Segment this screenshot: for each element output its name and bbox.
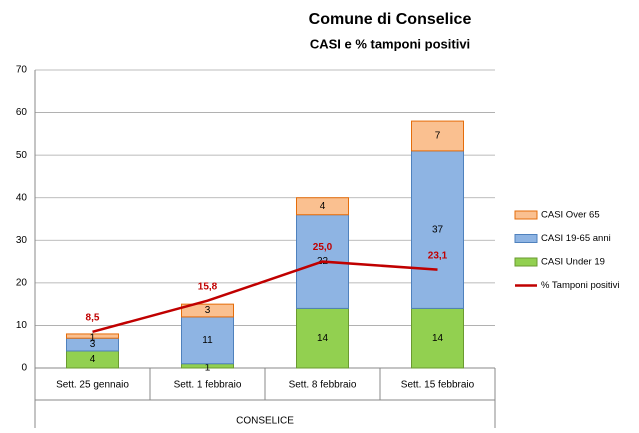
data-label: 3 — [90, 339, 96, 350]
legend-label: CASI 19-65 anni — [541, 233, 611, 244]
data-label: 1 — [90, 333, 96, 344]
data-label: 37 — [432, 224, 444, 235]
chart-title: Comune di Conselice — [309, 11, 472, 28]
line-label: 15,8 — [198, 281, 218, 292]
line-label: 25,0 — [313, 242, 333, 253]
y-tick-label: 0 — [21, 363, 27, 374]
data-label: 1 — [205, 363, 211, 374]
data-label: 14 — [317, 333, 329, 344]
data-label: 4 — [90, 354, 96, 365]
legend-label: CASI Over 65 — [541, 210, 600, 221]
data-label: 14 — [432, 333, 444, 344]
y-tick-label: 40 — [16, 192, 28, 203]
legend-label: % Tamponi positivi — [541, 280, 620, 291]
x-tick-label: Sett. 8 febbraio — [289, 380, 357, 391]
y-tick-label: 70 — [16, 65, 28, 76]
data-label: 7 — [435, 131, 441, 142]
y-tick-label: 30 — [16, 235, 28, 246]
line-label: 8,5 — [86, 312, 100, 323]
bar-segment — [66, 333, 119, 339]
x-tick-label: Sett. 15 febbraio — [401, 380, 475, 391]
bar-segment — [181, 303, 234, 318]
legend-label: CASI Under 19 — [541, 257, 605, 268]
bar-segment — [181, 316, 234, 365]
bar-segment — [296, 307, 349, 369]
y-tick-label: 20 — [16, 277, 28, 288]
bar-segment — [296, 197, 349, 216]
y-tick-label: 50 — [16, 150, 28, 161]
data-label: 11 — [202, 335, 213, 346]
y-tick-label: 10 — [16, 320, 28, 331]
group-label: CONSELICE — [236, 416, 294, 427]
x-tick-label: Sett. 25 gennaio — [56, 380, 129, 391]
legend-swatch — [514, 234, 538, 243]
bar-segment — [411, 307, 464, 369]
legend-swatch — [514, 257, 538, 267]
bar-segment — [411, 120, 464, 152]
line-series — [92, 260, 438, 334]
legend-swatch — [514, 210, 538, 220]
y-tick-label: 60 — [16, 107, 28, 118]
x-tick-label: Sett. 1 febbraio — [174, 380, 242, 391]
data-label: 3 — [205, 305, 211, 316]
chart-subtitle: CASI e % tamponi positivi — [310, 36, 470, 51]
line-label: 23,1 — [428, 250, 448, 261]
data-label: 4 — [320, 201, 326, 212]
